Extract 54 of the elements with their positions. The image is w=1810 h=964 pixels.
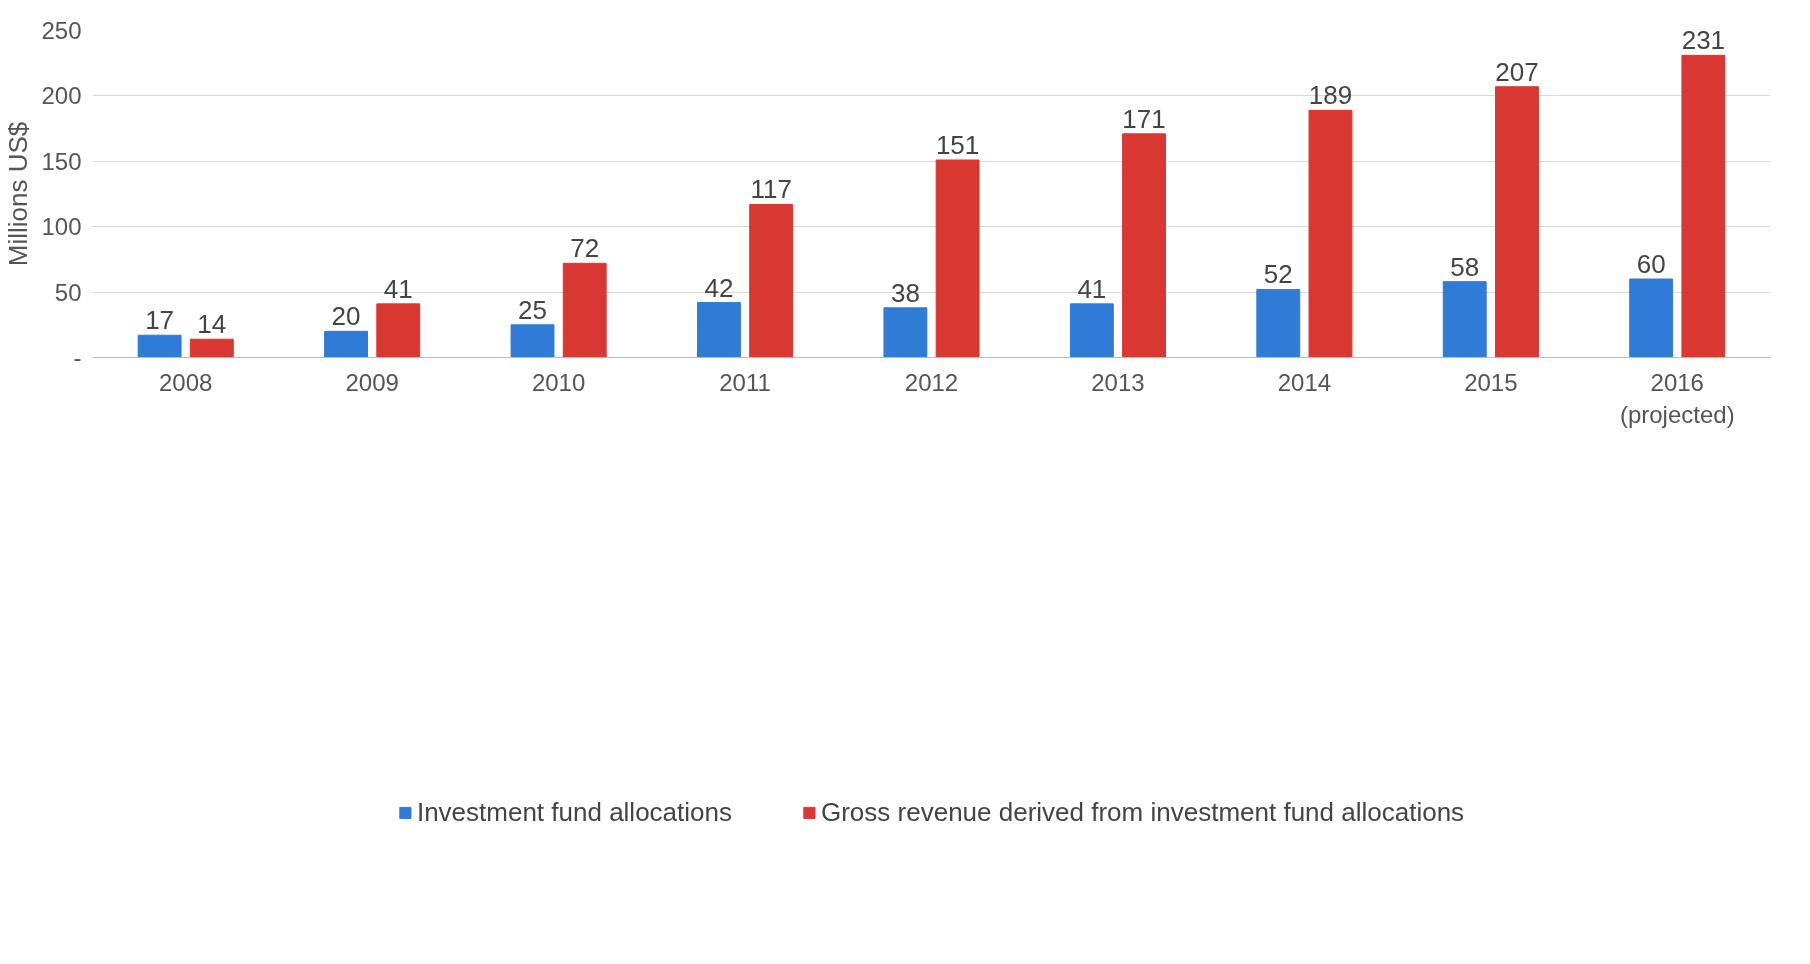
x-tick-label: 2009: [345, 368, 399, 396]
data-label: 189: [1308, 80, 1353, 111]
y-tick-label: 250: [41, 17, 82, 44]
bar: [376, 303, 421, 358]
bar: [137, 334, 182, 358]
bar: [1681, 54, 1726, 358]
data-label: 117: [750, 174, 792, 205]
x-tick-label: 2011: [719, 368, 771, 396]
y-tick-label: 50: [54, 278, 82, 306]
data-label: 42: [704, 272, 734, 303]
data-label: 41: [383, 273, 413, 304]
x-tick-label: 2008: [159, 368, 213, 396]
bar: [189, 338, 234, 358]
data-label: 38: [890, 277, 920, 308]
bar: [1308, 109, 1353, 358]
data-label: 25: [518, 294, 547, 325]
y-tick-label: -: [73, 344, 82, 371]
x-tick-label: 2012: [904, 368, 959, 396]
data-label: 60: [1636, 249, 1666, 280]
bar: [935, 159, 980, 358]
y-axis-title: Millions US$: [3, 121, 34, 267]
data-label: 231: [1681, 25, 1726, 56]
x-tick-label: 2015: [1464, 368, 1518, 396]
y-tick-label: 200: [41, 82, 82, 110]
legend-label: Gross revenue derived from investment fund allocations: [820, 796, 1465, 828]
bar: [324, 330, 369, 358]
x-tick-label: 2010: [531, 368, 586, 396]
y-tick-label: 100: [41, 213, 82, 241]
data-label: 14: [197, 309, 227, 340]
data-label: 207: [1495, 56, 1539, 87]
x-tick-label: 2014: [1277, 368, 1332, 396]
y-tick-label: 150: [41, 147, 82, 175]
data-label: 72: [570, 233, 600, 264]
bar: [510, 324, 555, 358]
bar: [749, 203, 794, 358]
data-label: 41: [1077, 273, 1107, 304]
bar: [562, 262, 607, 358]
bar: [1494, 86, 1539, 358]
bar: [697, 302, 741, 358]
legend-label: Investment fund allocations: [416, 796, 732, 828]
bar: [1069, 303, 1114, 358]
bar: [1442, 281, 1487, 358]
x-tick-label: 2016 (projected): [1619, 368, 1735, 428]
data-label: 52: [1263, 259, 1293, 290]
data-label: 58: [1450, 251, 1480, 282]
data-label: 20: [331, 301, 361, 332]
x-tick-label: 2013: [1091, 368, 1145, 396]
data-label: 17: [145, 305, 175, 336]
data-label: 171: [1122, 103, 1166, 134]
data-label: 151: [935, 129, 980, 160]
bar: [1629, 278, 1674, 358]
bar: [1256, 288, 1301, 358]
bar: [883, 307, 928, 358]
bar: [1122, 133, 1166, 358]
